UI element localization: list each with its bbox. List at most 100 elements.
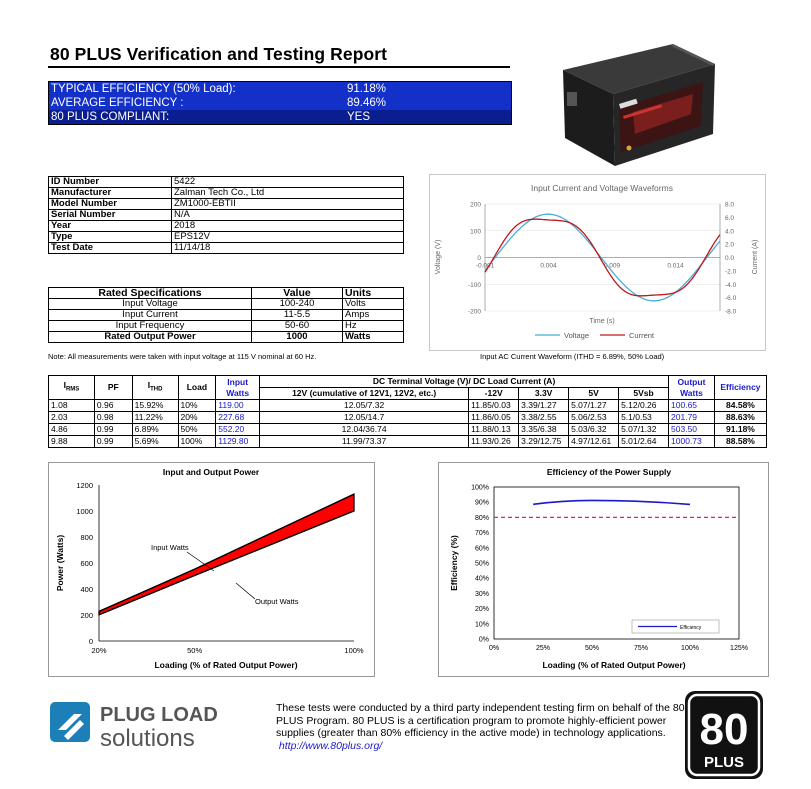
column-header-dc-terminal: DC Terminal Voltage (V)/ DC Load Current… bbox=[259, 375, 670, 388]
y-tick-label: 0 bbox=[89, 637, 93, 646]
table-cell: 84.58% bbox=[713, 399, 768, 412]
table-cell: 503.50 bbox=[668, 423, 715, 436]
table-subheader-row: 12V (cumulative of 12V1, 12V2, etc.) -12… bbox=[49, 387, 767, 400]
table-row: Input Current 11-5.5 Amps bbox=[48, 309, 404, 321]
current-series-line bbox=[484, 218, 721, 297]
x-tick-label: 75% bbox=[634, 645, 648, 652]
legend-efficiency-label: Efficiency bbox=[680, 625, 702, 631]
column-header-ithd: ITHD bbox=[131, 375, 179, 400]
table-cell: 1000.73 bbox=[668, 435, 715, 448]
badge-word: PLUS bbox=[704, 754, 744, 771]
y2-tick-label: 8.0 bbox=[725, 202, 734, 209]
table-row: Model Number ZM1000-EBTII bbox=[48, 198, 404, 210]
table-cell: 12.04/36.74 bbox=[259, 423, 470, 436]
spec-name: Input Voltage bbox=[48, 298, 252, 310]
waveform-caption: Input AC Current Waveform (ITHD = 6.89%,… bbox=[480, 352, 665, 361]
info-label: Manufacturer bbox=[48, 187, 172, 199]
y-tick-label: 400 bbox=[80, 585, 93, 594]
input-callout-line bbox=[186, 551, 215, 572]
y-tick-label: 1200 bbox=[76, 481, 93, 490]
table-cell: 0.99 bbox=[93, 423, 133, 436]
info-label: Model Number bbox=[48, 198, 172, 210]
table-cell: 0.99 bbox=[93, 435, 133, 448]
table-header-row: IRMS PF ITHD Load Input Watts DC Termina… bbox=[48, 375, 768, 400]
column-header-5vsb: 5Vsb bbox=[618, 387, 670, 400]
table-cell: 100% bbox=[177, 435, 217, 448]
spec-units: Hz bbox=[342, 320, 404, 332]
y-tick-label: 10% bbox=[475, 621, 489, 628]
table-cell: 1129.80 bbox=[215, 435, 261, 448]
table-row: Input Frequency 50-60 Hz bbox=[48, 320, 404, 332]
table-cell: 3.38/2.55 bbox=[518, 411, 570, 424]
y-axis-label: Voltage (V) bbox=[435, 240, 442, 275]
spec-name: Rated Output Power bbox=[48, 331, 252, 343]
column-header-load: Load bbox=[177, 375, 217, 400]
table-cell: 552.20 bbox=[215, 423, 261, 436]
summary-value: 91.18% bbox=[347, 83, 387, 95]
table-cell: 5.1/0.53 bbox=[618, 411, 670, 424]
y2-tick-label: 0.0 bbox=[725, 255, 734, 262]
column-header-irms: IRMS bbox=[48, 375, 95, 400]
info-value: N/A bbox=[171, 209, 404, 221]
table-cell: 6.89% bbox=[131, 423, 179, 436]
y2-tick-label: -2.0 bbox=[725, 268, 737, 275]
summary-row-average: AVERAGE EFFICIENCY : 89.46% bbox=[49, 96, 511, 110]
power-supply-photo bbox=[563, 44, 715, 166]
y2-tick-label: 4.0 bbox=[725, 228, 734, 235]
table-header-row: Rated Specifications Value Units bbox=[48, 287, 404, 299]
y-tick-label: 90% bbox=[475, 500, 489, 507]
column-header-efficiency: Efficiency bbox=[713, 375, 768, 400]
x-tick-label: 0.004 bbox=[540, 263, 557, 270]
rated-specifications-table: Rated Specifications Value Units Input V… bbox=[48, 287, 404, 343]
annotation-input-watts: Input Watts bbox=[151, 543, 189, 552]
column-header-neg12v: -12V bbox=[468, 387, 520, 400]
header-subscript: THD bbox=[150, 386, 163, 393]
y2-tick-label: 2.0 bbox=[725, 242, 734, 249]
header-subscript: RMS bbox=[65, 386, 80, 393]
spec-units: Watts bbox=[342, 331, 404, 343]
table-cell: 88.58% bbox=[713, 435, 768, 448]
waveform-chart-svg: Input Current and Voltage Waveforms 200 1… bbox=[435, 183, 759, 340]
table-cell: 12.05/7.32 bbox=[259, 399, 470, 412]
table-cell: 4.97/12.61 bbox=[568, 435, 620, 448]
voltage-series-line bbox=[484, 213, 721, 302]
product-info-table: ID Number 5422 Manufacturer Zalman Tech Co… bbox=[48, 176, 404, 254]
y2-tick-label: -8.0 bbox=[725, 309, 737, 316]
summary-label: 80 PLUS COMPLIANT: bbox=[51, 111, 170, 123]
x-tick-label: 0.009 bbox=[604, 263, 621, 270]
table-row: Rated Output Power 1000 Watts bbox=[48, 331, 404, 343]
table-cell: 11.93/0.26 bbox=[468, 435, 520, 448]
y-tick-label: -200 bbox=[468, 309, 481, 316]
x-axis-label: Loading (% of Rated Output Power) bbox=[542, 660, 685, 670]
table-cell: 3.29/12.75 bbox=[518, 435, 570, 448]
y-tick-label: 20% bbox=[475, 606, 489, 613]
x-tick-label: 100% bbox=[344, 646, 364, 655]
spec-name: Input Current bbox=[48, 309, 252, 321]
table-cell: 10% bbox=[177, 399, 217, 412]
table-cell: 0.96 bbox=[93, 399, 133, 412]
column-header: Value bbox=[251, 287, 343, 299]
table-cell: 15.92% bbox=[131, 399, 179, 412]
table-cell: 100.65 bbox=[668, 399, 715, 412]
info-label: Type bbox=[48, 231, 172, 243]
x-tick-label: -0.001 bbox=[476, 263, 495, 270]
80plus-website-link[interactable]: http://www.80plus.org/ bbox=[278, 739, 383, 752]
y-tick-label: 0% bbox=[479, 637, 489, 644]
efficiency-chart-svg: Efficiency of the Power Supply 100% 90% 80… bbox=[449, 467, 748, 670]
report-title: 80 PLUS Verification and Testing Report bbox=[50, 44, 388, 64]
table-cell: 119.00 bbox=[215, 399, 261, 412]
y2-axis-label: Current (A) bbox=[752, 240, 759, 275]
table-cell: 3.35/6.38 bbox=[518, 423, 570, 436]
chart-title: Efficiency of the Power Supply bbox=[547, 467, 671, 477]
y-tick-label: 60% bbox=[475, 545, 489, 552]
measurement-note: Note: All measurements were taken with i… bbox=[48, 352, 317, 361]
table-cell: 5.12/0.26 bbox=[618, 399, 670, 412]
table-cell: 5.69% bbox=[131, 435, 179, 448]
table-row: Serial Number N/A bbox=[48, 209, 404, 221]
x-tick-label: 0% bbox=[489, 645, 499, 652]
column-header-5v: 5V bbox=[568, 387, 620, 400]
spec-name: Input Frequency bbox=[48, 320, 252, 332]
x-tick-label: 100% bbox=[681, 645, 699, 652]
x-axis-label: Time (s) bbox=[589, 318, 614, 325]
y-tick-label: 200 bbox=[470, 202, 481, 209]
